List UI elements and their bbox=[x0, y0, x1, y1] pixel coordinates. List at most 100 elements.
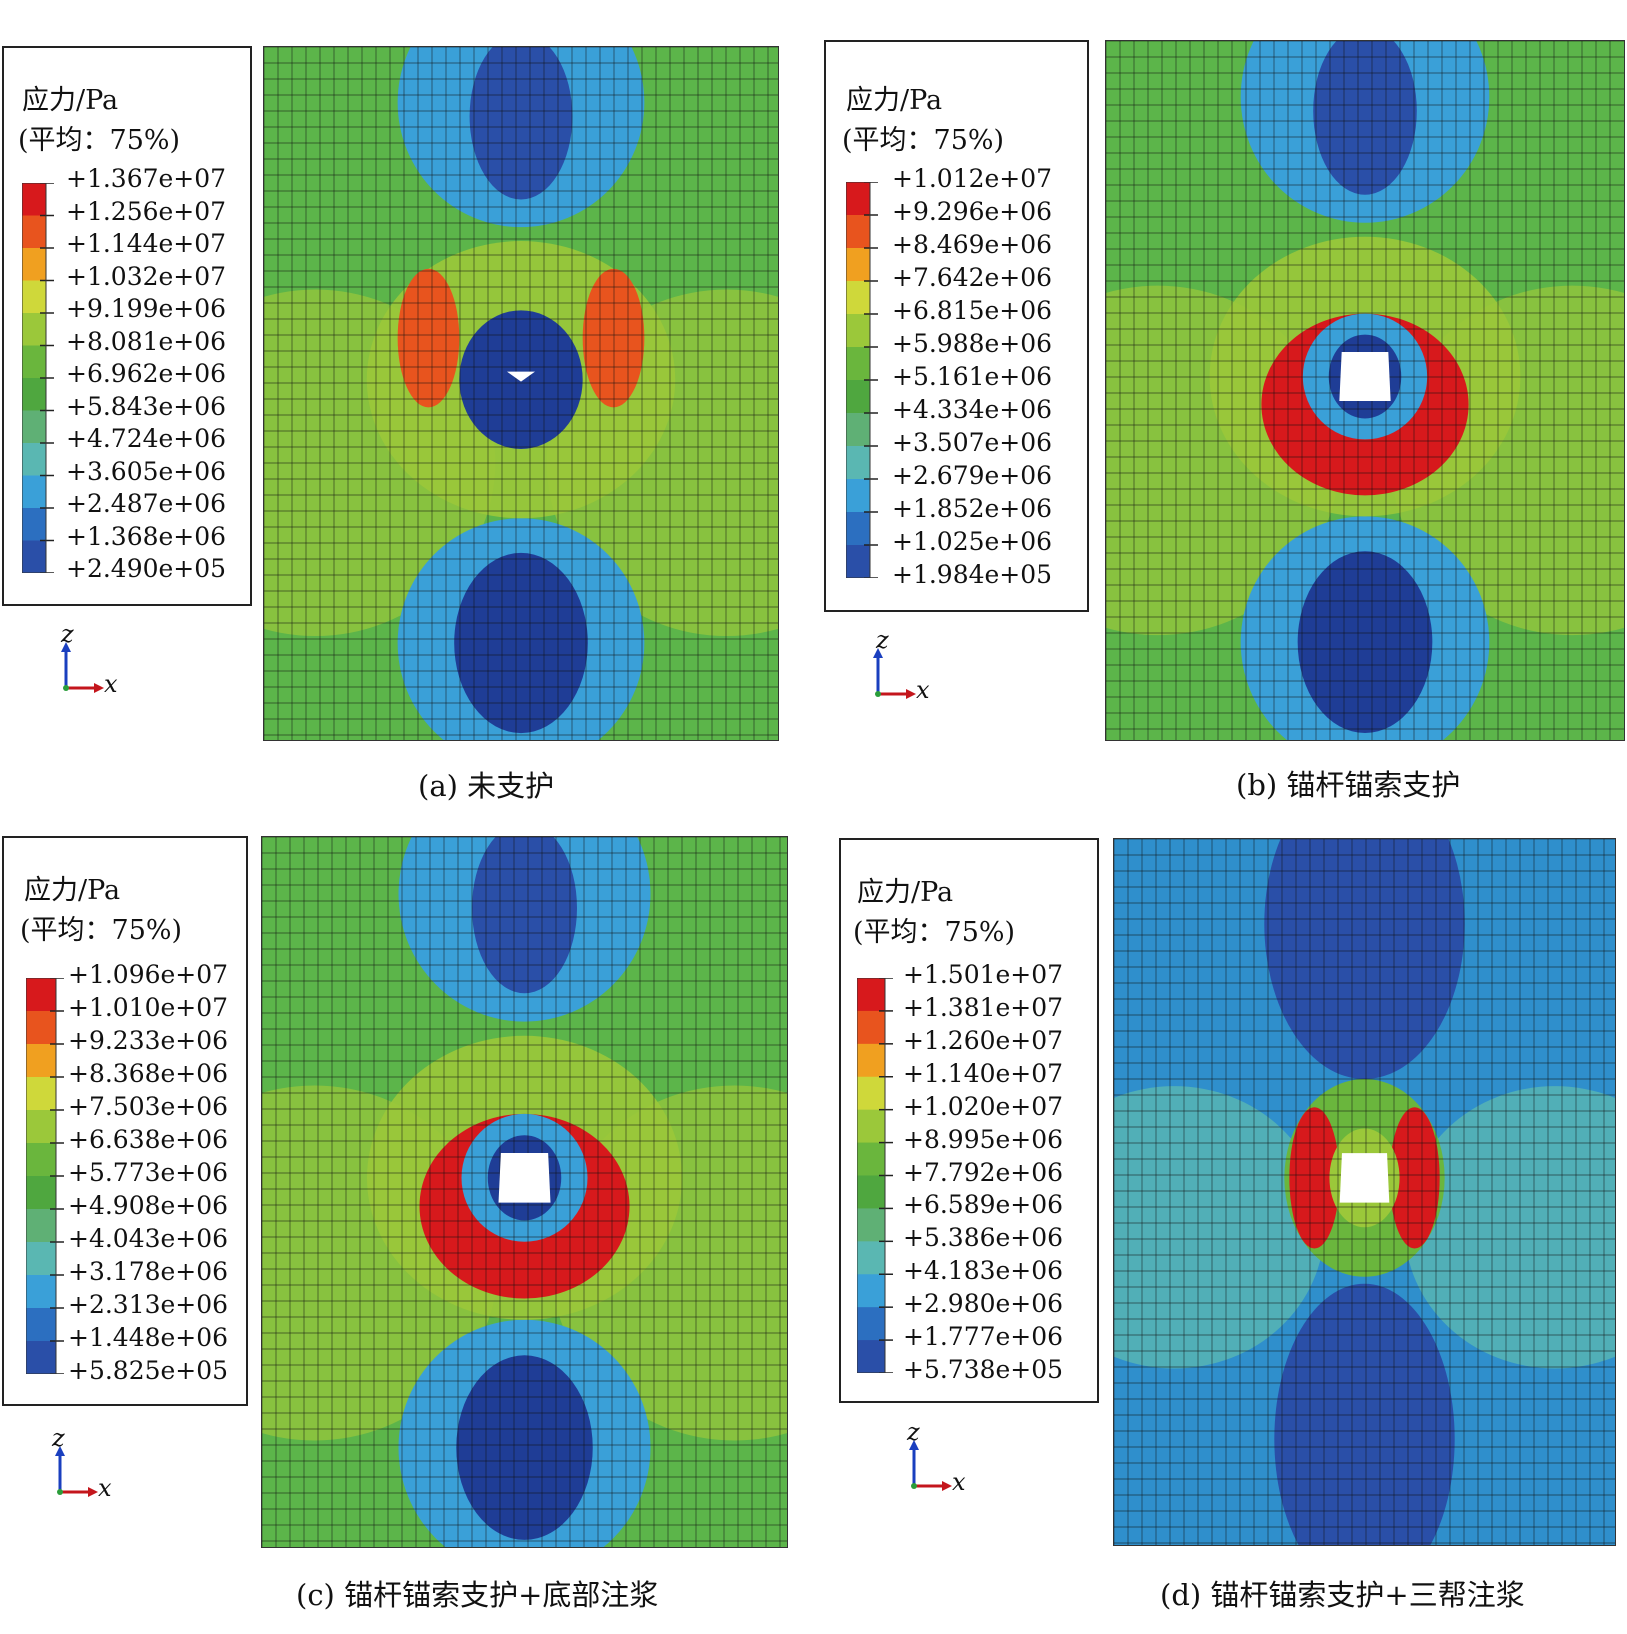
legend-subtitle: (平均：75%) bbox=[853, 917, 1016, 948]
color-swatch bbox=[22, 345, 46, 379]
legend-value: +8.995e+06 bbox=[903, 1124, 1064, 1154]
contour-plot-d bbox=[1113, 838, 1616, 1546]
color-swatch bbox=[22, 313, 46, 346]
legend-value: +4.724e+06 bbox=[66, 424, 227, 453]
legend-value: +7.503e+06 bbox=[68, 1092, 229, 1121]
legend-title: 应力/Pa bbox=[22, 85, 119, 116]
color-swatch bbox=[26, 1011, 56, 1045]
axis-x-label: x bbox=[104, 670, 118, 698]
axis-triad-d: z x bbox=[904, 1418, 994, 1508]
color-swatch bbox=[846, 512, 870, 546]
stress-zone bbox=[397, 268, 460, 408]
legend-value: +1.144e+07 bbox=[66, 229, 227, 258]
color-swatch bbox=[857, 1109, 885, 1144]
color-swatch bbox=[26, 1143, 56, 1177]
legend-c: 应力/Pa (平均：75%) +1.096e+07 +1.010e+07 +9.23… bbox=[2, 836, 248, 1406]
legend-value: +2.490e+05 bbox=[66, 554, 227, 583]
stress-zone bbox=[1289, 1107, 1340, 1249]
color-swatch bbox=[22, 378, 46, 411]
legend-value: +1.448e+06 bbox=[68, 1323, 229, 1352]
legend-value: +8.081e+06 bbox=[66, 326, 227, 356]
color-swatch bbox=[857, 1010, 885, 1045]
legend-value: +6.589e+06 bbox=[903, 1190, 1064, 1220]
color-scale bbox=[857, 978, 893, 1373]
stress-zone bbox=[1404, 1086, 1615, 1369]
color-swatch bbox=[26, 1242, 56, 1276]
legend-d: 应力/Pa (平均：75%) +1.501e+07 +1.381e+07 +1.26… bbox=[839, 838, 1099, 1403]
legend-value: +3.507e+06 bbox=[892, 428, 1053, 457]
legend-value: +1.367e+07 bbox=[66, 164, 227, 193]
axis-z-label: z bbox=[61, 620, 74, 648]
legend-value: +1.501e+07 bbox=[903, 960, 1064, 989]
tunnel-opening bbox=[498, 1152, 551, 1203]
legend-value: +4.183e+06 bbox=[903, 1256, 1064, 1286]
legend-value: +1.777e+06 bbox=[903, 1322, 1064, 1352]
color-swatch bbox=[26, 1308, 56, 1342]
color-swatch bbox=[22, 475, 46, 509]
axis-z-label: z bbox=[907, 1418, 920, 1446]
color-swatch bbox=[857, 1175, 885, 1209]
legend-value: +3.178e+06 bbox=[68, 1257, 229, 1286]
axis-triad-c: z x bbox=[50, 1424, 140, 1514]
legend-value: +1.140e+07 bbox=[903, 1058, 1064, 1088]
legend-value: +1.096e+07 bbox=[68, 960, 229, 989]
legend-subtitle: (平均：75%) bbox=[842, 125, 1005, 156]
legend-value: +1.010e+07 bbox=[68, 993, 229, 1022]
contour-plot-b bbox=[1105, 40, 1625, 741]
legend-value: +5.988e+06 bbox=[892, 329, 1053, 358]
color-swatch bbox=[22, 540, 46, 573]
legend-value: +1.381e+07 bbox=[903, 992, 1064, 1022]
color-swatch bbox=[846, 248, 870, 282]
contour-plot-c bbox=[261, 836, 788, 1548]
stress-zone bbox=[1114, 1086, 1325, 1369]
color-scale bbox=[22, 183, 54, 573]
color-swatch bbox=[26, 1110, 56, 1144]
color-swatch bbox=[26, 1341, 56, 1374]
legend-value: +1.020e+07 bbox=[903, 1091, 1064, 1121]
color-scale bbox=[26, 978, 64, 1374]
legend-value: +6.815e+06 bbox=[892, 296, 1053, 325]
stress-zone bbox=[1297, 551, 1433, 734]
caption-b: (b) 锚杆锚索支护 bbox=[1236, 768, 1461, 802]
color-swatch bbox=[846, 314, 870, 348]
tunnel-opening bbox=[507, 371, 535, 382]
legend-value: +1.012e+07 bbox=[892, 164, 1053, 193]
color-swatch bbox=[26, 1077, 56, 1111]
color-swatch bbox=[22, 443, 46, 476]
legend-value: +1.852e+06 bbox=[892, 494, 1053, 523]
color-swatch bbox=[26, 1176, 56, 1210]
tunnel-opening bbox=[1339, 1153, 1390, 1203]
legend-value: +2.487e+06 bbox=[66, 489, 227, 518]
legend-value: +4.334e+06 bbox=[892, 395, 1053, 424]
legend-value: +4.043e+06 bbox=[68, 1224, 229, 1253]
legend-subtitle: (平均：75%) bbox=[18, 125, 181, 156]
color-swatch bbox=[846, 281, 870, 315]
tunnel-opening bbox=[1339, 352, 1391, 401]
legend-value: +9.296e+06 bbox=[892, 197, 1053, 226]
legend-value: +2.980e+06 bbox=[903, 1289, 1064, 1319]
color-swatch bbox=[846, 479, 870, 513]
color-swatch bbox=[26, 1209, 56, 1243]
color-swatch bbox=[857, 978, 885, 1012]
color-swatch bbox=[846, 413, 870, 447]
caption-a: (a) 未支护 bbox=[418, 769, 555, 803]
contour-plot-a bbox=[263, 46, 779, 741]
legend-b: 应力/Pa (平均：75%) +1.012e+07 +9.296e+06 +8.46… bbox=[824, 40, 1089, 612]
color-swatch bbox=[26, 1275, 56, 1309]
color-swatch bbox=[22, 183, 46, 216]
axis-triad-a: z x bbox=[56, 620, 146, 710]
stress-zone bbox=[456, 1355, 593, 1540]
color-swatch bbox=[22, 248, 46, 281]
legend-value: +5.386e+06 bbox=[903, 1223, 1064, 1253]
legend-title: 应力/Pa bbox=[857, 877, 954, 908]
caption-d: (d) 锚杆锚索支护+三帮注浆 bbox=[1160, 1578, 1525, 1612]
color-swatch bbox=[857, 1043, 885, 1078]
legend-value: +1.256e+07 bbox=[66, 196, 227, 226]
legend-title: 应力/Pa bbox=[846, 85, 943, 116]
color-swatch bbox=[26, 1044, 56, 1078]
color-swatch bbox=[857, 1208, 885, 1242]
stress-zone bbox=[1313, 41, 1417, 195]
legend-value: +5.161e+06 bbox=[892, 362, 1053, 391]
legend-value: +1.368e+06 bbox=[66, 521, 227, 551]
legend-value: +1.032e+07 bbox=[66, 261, 227, 291]
